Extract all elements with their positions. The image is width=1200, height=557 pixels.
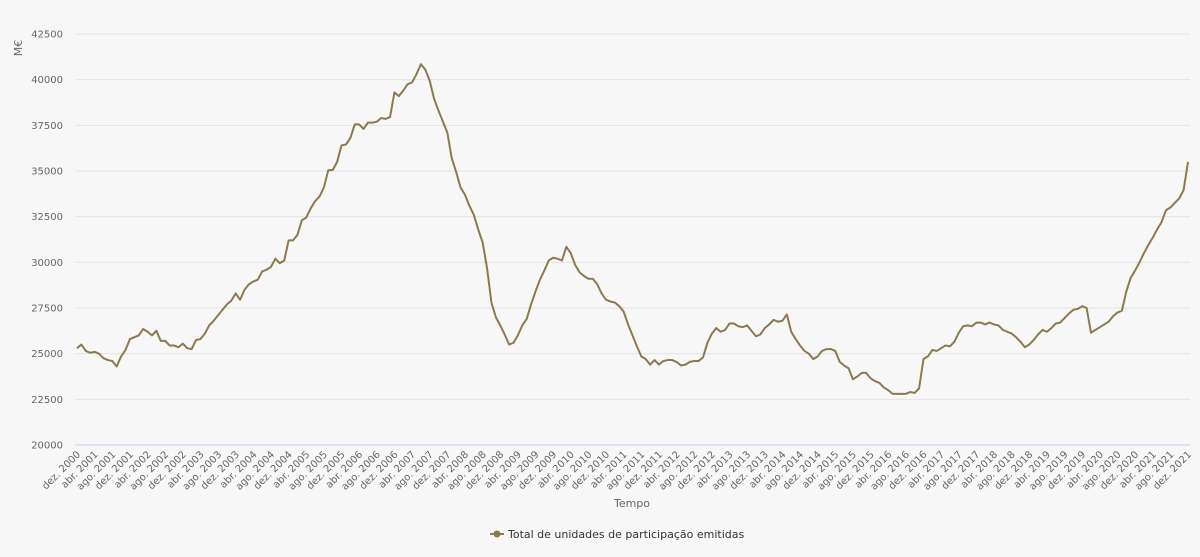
series-line xyxy=(76,63,1189,395)
legend[interactable]: Total de unidades de participação emitid… xyxy=(490,528,744,541)
y-tick-label: 35000 xyxy=(31,167,63,178)
y-axis-title: M€ xyxy=(12,40,25,57)
y-tick-label: 25000 xyxy=(31,349,63,360)
x-axis-title: Tempo xyxy=(613,497,650,510)
y-axis-ticks: 20000 22500 25000 27500 30000 32500 35000 37500… xyxy=(31,30,63,452)
legend-label: Total de unidades de participação emitid… xyxy=(507,528,744,541)
grid-lines xyxy=(75,33,1190,400)
y-tick-label: 27500 xyxy=(31,304,63,315)
legend-marker-icon xyxy=(493,530,501,538)
y-tick-label: 32500 xyxy=(31,212,63,223)
y-tick-label: 20000 xyxy=(31,441,63,452)
y-tick-label: 40000 xyxy=(31,75,63,86)
y-tick-label: 37500 xyxy=(31,121,63,132)
y-tick-label: 22500 xyxy=(31,395,63,406)
y-tick-label: 42500 xyxy=(31,30,63,41)
y-tick-label: 30000 xyxy=(31,258,63,269)
